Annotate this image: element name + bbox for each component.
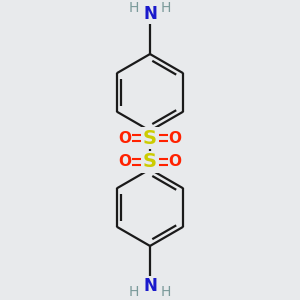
Text: S: S [143,129,157,148]
Text: H: H [161,285,171,299]
Text: H: H [129,285,139,299]
Text: N: N [143,277,157,295]
Text: O: O [169,154,182,169]
Text: N: N [143,5,157,23]
Text: S: S [143,152,157,171]
Text: O: O [169,131,182,146]
Text: H: H [161,1,171,15]
Text: O: O [118,131,131,146]
Text: O: O [118,154,131,169]
Text: H: H [129,1,139,15]
